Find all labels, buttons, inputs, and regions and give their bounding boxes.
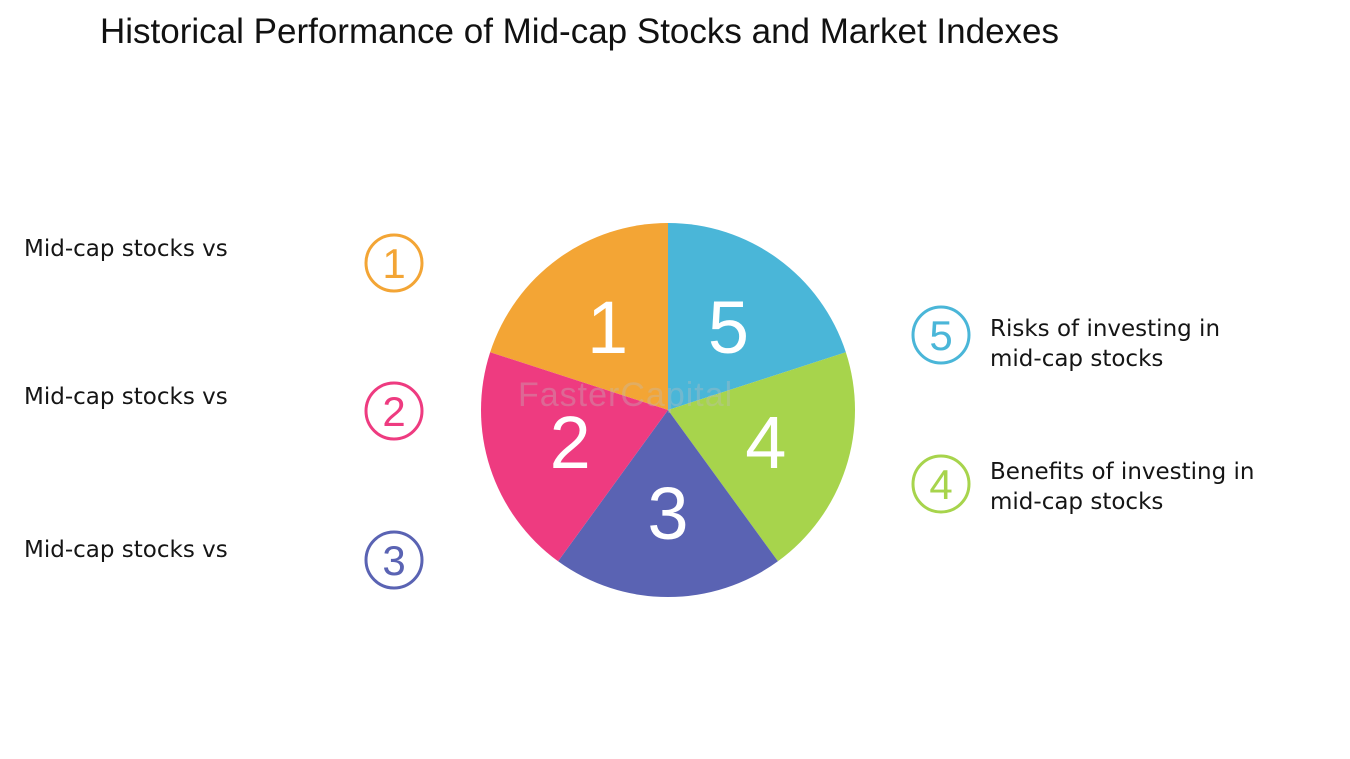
item-4-line2: mid-cap stocks [990,489,1164,515]
page-title: Historical Performance of Mid-cap Stocks… [100,12,1059,51]
pie-slice-5 [668,223,846,410]
marker-circle-2 [364,381,424,441]
marker-number-3: 3 [382,537,405,584]
item-4-line1: Benefits of investing in [990,459,1255,485]
item-1-line1: Mid-cap stocks vs [24,236,228,262]
marker-circle-1 [364,233,424,293]
pie-slice-number-5: 5 [708,286,749,369]
pie-slice-number-4: 4 [745,401,786,484]
pie-slice-2 [481,352,668,562]
pie-slice-4 [668,352,856,562]
marker-circle-4 [911,454,971,514]
item-5-line1: Risks of investing in [990,316,1221,342]
pie-slice-number-2: 2 [550,401,591,484]
item-2-line1: Mid-cap stocks vs [24,384,228,410]
pie-slices: 1 5 432 [481,223,856,597]
marker-number-5: 5 [929,312,952,359]
pie-slice-1 [490,223,668,410]
marker-circle-3 [364,530,424,590]
marker-number-1: 1 [382,240,405,287]
item-4-label: Benefits of investing in mid-cap stocks [990,457,1255,517]
pie-slice-number-3: 3 [647,472,688,555]
watermark: FasterCapital [518,376,734,414]
item-1-label: Mid-cap stocks vs [24,234,228,264]
marker-circle-5 [911,305,971,365]
marker-number-2: 2 [382,388,405,435]
item-3-label: Mid-cap stocks vs [24,535,228,565]
item-5-line2: mid-cap stocks [990,346,1164,372]
marker-number-4: 4 [929,461,952,508]
item-5-label: Risks of investing in mid-cap stocks [990,314,1220,374]
item-2-label: Mid-cap stocks vs [24,382,228,412]
pie-slice-3 [558,410,778,597]
item-3-line1: Mid-cap stocks vs [24,537,228,563]
pie-slice-number-1: 1 [587,286,628,369]
